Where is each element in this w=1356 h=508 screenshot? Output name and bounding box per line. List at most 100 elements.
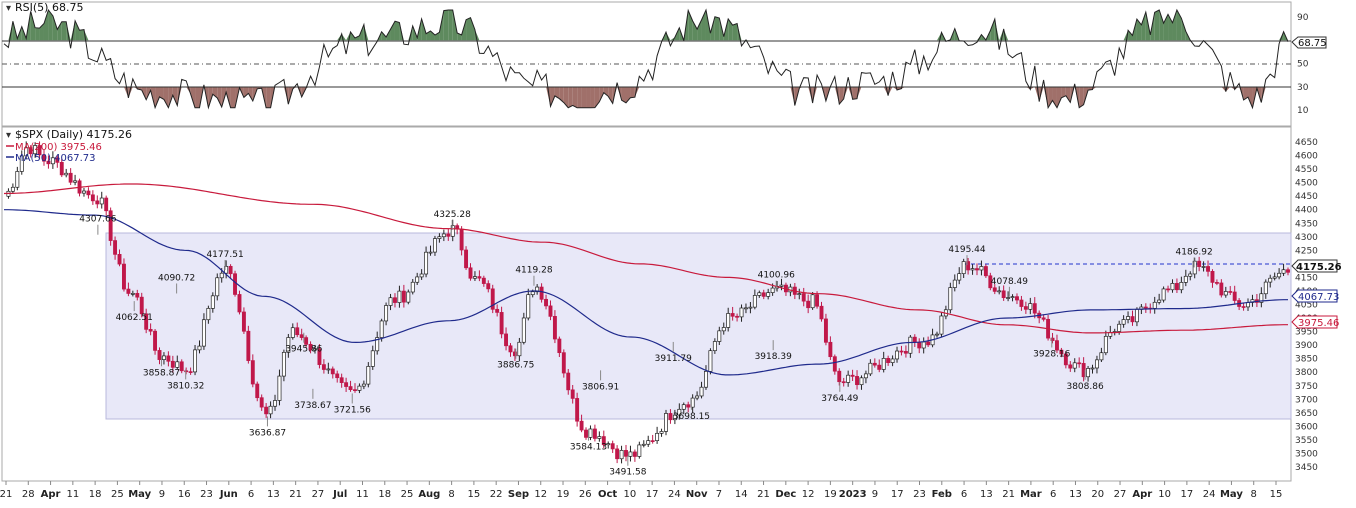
rsi-oversold-fill [195, 87, 199, 108]
candle-body [402, 291, 405, 302]
candle [940, 313, 943, 337]
candle-body [847, 375, 850, 382]
candle-body [411, 282, 414, 292]
candle-body [349, 387, 352, 390]
candle-body [904, 351, 907, 353]
candle-body [1211, 271, 1214, 282]
candle-body [336, 374, 339, 378]
annotation-label: 3945.86 [285, 345, 322, 355]
candle-body [664, 413, 667, 431]
candle-body [682, 405, 685, 410]
candle [1162, 286, 1165, 302]
x-tick-label: 2023 [839, 489, 867, 500]
x-tick-label: 13 [267, 489, 280, 500]
annotation-label: 3810.32 [167, 381, 204, 391]
price-tick-label: 3800 [1295, 368, 1318, 378]
candle-body [1184, 276, 1187, 282]
x-tick-label: Aug [418, 489, 440, 500]
candle-body [744, 308, 747, 309]
candle-body [576, 398, 579, 421]
candle-body [589, 429, 592, 437]
price-tick-label: 3900 [1295, 341, 1318, 351]
candle-body [811, 295, 814, 308]
price-tick-label: 4550 [1295, 165, 1318, 175]
x-tick-label: Jul [332, 489, 347, 500]
price-tick-label: 4150 [1295, 273, 1318, 283]
x-tick-label: 13 [1069, 489, 1082, 500]
x-tick-label: 18 [89, 489, 102, 500]
x-tick-label: Nov [686, 489, 708, 500]
candle-body [940, 316, 943, 334]
rsi-oversold-fill [590, 87, 594, 108]
candle-body [416, 277, 419, 282]
candle-body [65, 173, 68, 175]
candle-body [158, 350, 161, 359]
candle-body [749, 307, 752, 308]
candle-body [922, 342, 925, 348]
rsi-oversold-fill [586, 87, 590, 108]
price-tick-label: 3550 [1295, 436, 1318, 446]
candle-body [1078, 363, 1081, 364]
candle-body [562, 353, 565, 373]
candle-body [1024, 307, 1027, 310]
candle-body [300, 335, 303, 338]
x-tick-label: 17 [891, 489, 904, 500]
candle [664, 410, 667, 435]
candle-body [771, 288, 774, 293]
candle-body [127, 289, 130, 293]
candle-body [1282, 270, 1285, 274]
rsi-oversold-fill [853, 87, 857, 100]
rsi-header: ▾ RSI(5) 68.75 [6, 1, 83, 14]
candle-body [113, 241, 116, 255]
price-last-markers: 4175.26 4067.73 3975.46 [1292, 260, 1342, 329]
rsi-tick-label: 50 [1297, 60, 1309, 70]
x-tick-label: 24 [1203, 489, 1216, 500]
candle [238, 291, 241, 315]
candle-body [482, 278, 485, 283]
candle-body [607, 444, 610, 445]
x-tick-label: 9 [872, 489, 878, 500]
x-tick-label: 21 [757, 489, 770, 500]
candle-body [1180, 282, 1183, 289]
candle [949, 283, 952, 314]
x-tick-label: Jun [219, 489, 238, 500]
candle-body [980, 267, 983, 270]
rsi-oversold-fill [568, 87, 572, 108]
candle-body [731, 313, 734, 316]
candle-body [1002, 291, 1005, 298]
x-tick-label: 12 [534, 489, 547, 500]
x-tick-label: 6 [961, 489, 967, 500]
candle-body [1126, 317, 1129, 320]
candle-body [553, 316, 556, 339]
rsi-overbought-fill [395, 21, 399, 40]
candle-body [220, 273, 223, 278]
candle-body [882, 358, 885, 369]
candle-body [371, 351, 374, 367]
price-tick-label: 3700 [1295, 395, 1318, 405]
x-tick-label: 25 [401, 489, 414, 500]
candle-body [353, 390, 356, 391]
candle-body [278, 376, 281, 400]
candle-body [118, 254, 121, 264]
annotation-label: 3806.91 [582, 382, 619, 392]
candle-body [367, 366, 370, 384]
annotation-label: 3911.79 [655, 354, 692, 364]
candle-body [518, 342, 521, 355]
x-tick-label: 18 [378, 489, 391, 500]
rsi-oversold-fill [577, 87, 581, 108]
candle-body [722, 327, 725, 330]
candle-body [162, 356, 165, 360]
candle-body [1091, 368, 1094, 369]
candle-body [620, 450, 623, 458]
candle-body [864, 374, 867, 378]
candle-body [407, 292, 410, 302]
candle-body [451, 226, 454, 237]
candle-body [1153, 302, 1156, 308]
candle-body [798, 294, 801, 295]
candle-body [1202, 266, 1205, 267]
candle-body [291, 328, 294, 338]
x-tick-label: May [128, 489, 151, 500]
candle-body [544, 299, 547, 306]
candle-body [211, 296, 214, 309]
